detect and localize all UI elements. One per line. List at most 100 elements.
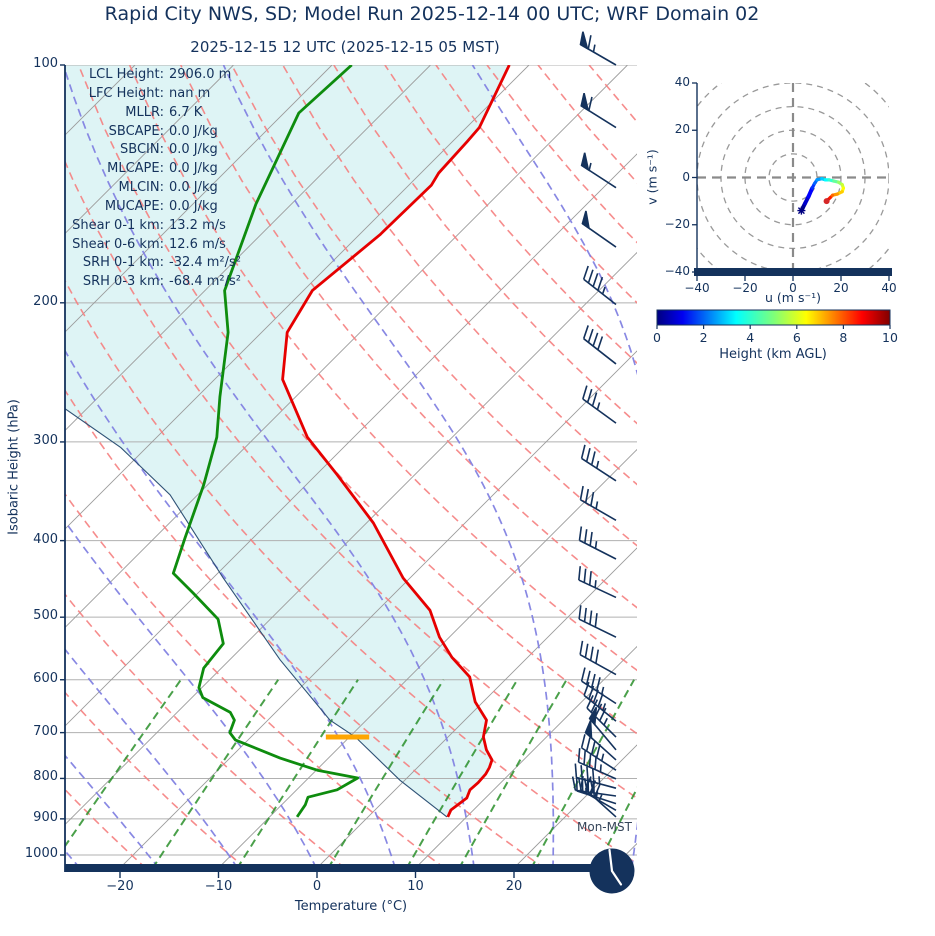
wind-barb (580, 92, 617, 129)
stat-label: MLCAPE: (107, 161, 164, 177)
mixing-ratio-line (151, 679, 280, 870)
dry-adiabat-line (65, 279, 637, 865)
stat-value: nan m (169, 85, 211, 101)
hodo-u-tick-label: 0 (789, 281, 797, 295)
dry-adiabat-line (179, 65, 637, 609)
stat-value: -32.4 m²/s² (169, 255, 242, 271)
stat-label: SBCIN: (120, 142, 164, 158)
stat-label: SBCAPE: (108, 123, 164, 139)
wind-barb (580, 444, 617, 482)
stat-label: SRH 0-1 km: (82, 255, 164, 271)
dry-adiabat-line (588, 65, 637, 124)
hodograph-bottom-spine (694, 268, 892, 276)
pressure-tick-label: 600 (33, 670, 58, 686)
stat-label: LFC Height: (88, 85, 164, 101)
wind-barb-column (571, 31, 617, 818)
stat-value: 6.7 K (169, 104, 203, 120)
wind-barb (588, 706, 617, 751)
dewpoint-profile-line (171, 65, 360, 818)
dry-adiabat-line (65, 388, 546, 870)
stat-value: 0.0 J/kg (169, 123, 218, 139)
temperature-tick-label: 10 (407, 879, 424, 894)
dry-adiabat-line (65, 159, 637, 800)
mixing-ratio-line (236, 679, 359, 870)
isotherm-line (65, 65, 431, 432)
mixing-ratio-line (458, 679, 568, 869)
wind-barb (577, 748, 617, 780)
mixing-ratio-line (405, 679, 519, 869)
isotherm-line (509, 744, 637, 872)
stat-value: 0.0 J/kg (169, 161, 218, 177)
dry-adiabat-line (640, 65, 935, 869)
dry-adiabat-line (65, 492, 446, 870)
pressure-tick-label: 100 (33, 56, 58, 71)
isotherm-line (312, 547, 637, 872)
wind-barb (580, 734, 617, 771)
wind-barb (582, 325, 617, 365)
temperature-tick-label: −20 (106, 879, 134, 894)
skewt-plot-area (0, 65, 935, 872)
colorbar-tick-label: 0 (653, 330, 661, 345)
wind-barb (579, 485, 617, 522)
stat-label: MLLR: (125, 104, 164, 120)
stat-label: Shear 0-6 km: (72, 236, 164, 252)
wind-barb (584, 776, 617, 818)
mixing-ratio-line (327, 679, 445, 870)
wind-barb (582, 385, 617, 424)
isotherm-line (65, 65, 234, 235)
stat-row: SRH 0-1 km: -32.4 m²/s² (60, 254, 241, 273)
height-colorbar (656, 309, 891, 326)
isotherm-line (65, 65, 628, 629)
stat-value: 12.6 m/s (169, 236, 226, 252)
hodo-v-tick-label: 0 (682, 169, 690, 184)
stat-value: 0.0 J/kg (169, 142, 218, 158)
wind-barb (580, 667, 617, 705)
mixing-ratio-line (65, 679, 182, 848)
temperature-tick-label: 20 (505, 879, 523, 894)
hodo-u-tick-label: −40 (684, 281, 710, 295)
colorbar-tick-label: 6 (792, 330, 801, 345)
isotherm-line (707, 65, 935, 872)
dry-adiabat-line (230, 65, 637, 547)
clock-icon (589, 848, 635, 894)
hodo-v-tick-label: −20 (664, 216, 690, 231)
stat-row: Shear 0-6 km: 12.6 m/s (60, 236, 241, 255)
wind-barb (578, 566, 617, 599)
wind-barb (580, 152, 617, 189)
moist-adiabat-line (0, 65, 1, 869)
stat-row: MLCAPE: 0.0 J/kg (60, 160, 241, 179)
stat-row: LCL Height: 2906.0 m (60, 66, 241, 85)
stat-row: MUCAPE: 0.0 J/kg (60, 198, 241, 217)
pressure-tick-label: 1000 (24, 846, 58, 861)
wind-barb (582, 265, 617, 306)
hodograph-start-marker (797, 206, 806, 215)
stability-indices-panel: LCL Height: 2906.0 m LFC Height: nan m MLLR:… (60, 66, 241, 292)
colorbar-tick-label: 10 (882, 330, 898, 345)
dry-adiabat-line (65, 691, 247, 870)
hodo-v-tick-label: −40 (664, 264, 690, 278)
stat-value: 0.0 J/kg (169, 180, 218, 196)
wind-barb (586, 695, 617, 738)
stat-row: SBCAPE: 0.0 J/kg (60, 123, 241, 142)
dry-adiabat-line (486, 65, 637, 244)
stat-row: MLCIN: 0.0 J/kg (60, 179, 241, 198)
pressure-axis-label: Isobaric Height (hPa) (6, 399, 22, 535)
parcel-profile-line (65, 407, 448, 818)
moist-adiabat-line (65, 648, 239, 869)
stat-label: MLCIN: (118, 180, 164, 196)
stat-row: SRH 0-3 km: -68.4 m²/s² (60, 273, 241, 292)
dry-adiabat-line (742, 65, 935, 869)
stat-row: MLLR: 6.7 K (60, 104, 241, 123)
colorbar-tick-label: 8 (839, 330, 848, 345)
hodograph-end-marker (823, 198, 830, 205)
mixing-ratio-line (643, 680, 739, 869)
hodograph-u-axis-label: u (m s⁻¹) (765, 290, 821, 305)
dry-adiabat-line (844, 65, 935, 869)
moist-adiabat-line (65, 754, 160, 870)
isotherm-line (65, 251, 637, 826)
wind-barb (579, 640, 617, 676)
stat-value: -68.4 m²/s² (169, 274, 242, 290)
stat-row: Shear 0-1 km: 13.2 m/s (60, 217, 241, 236)
